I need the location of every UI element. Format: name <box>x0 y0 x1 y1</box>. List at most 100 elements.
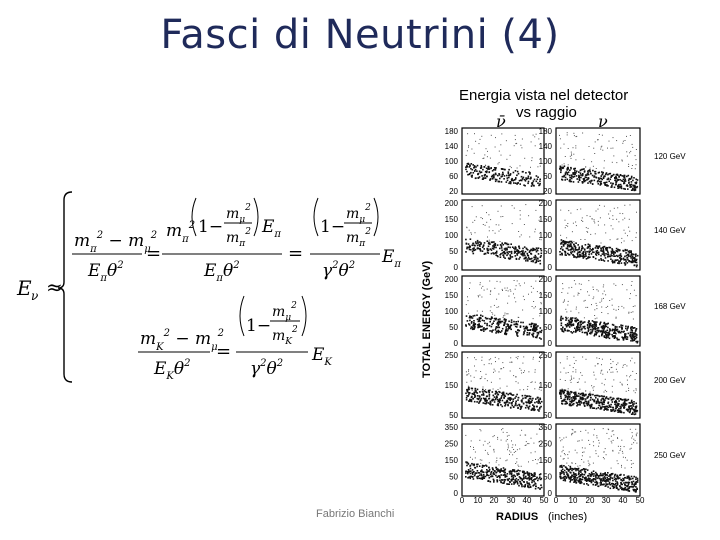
scatter-dot <box>536 405 538 408</box>
scatter-dot <box>589 332 591 335</box>
y-tick-label: 0 <box>454 263 459 272</box>
scatter-dot <box>598 134 600 135</box>
scatter-dot <box>501 470 503 472</box>
scatter-dot <box>514 480 517 482</box>
scatter-dot <box>495 391 498 394</box>
scatter-dot <box>599 401 602 404</box>
scatter-dot <box>619 410 622 412</box>
scatter-dot <box>493 396 496 398</box>
scatter-dot <box>486 399 488 402</box>
scatter-dot <box>532 184 535 187</box>
scatter-dot <box>562 479 565 482</box>
scatter-dot <box>635 389 637 391</box>
scatter-dot <box>508 402 510 404</box>
scatter-dot <box>481 390 483 392</box>
scatter-dot <box>626 379 628 381</box>
scatter-dot <box>509 398 512 400</box>
scatter-dot <box>470 400 473 403</box>
scatter-dot <box>471 473 474 475</box>
scatter-dot <box>578 256 581 258</box>
scatter-dot <box>629 405 632 407</box>
scatter-dot <box>579 388 581 390</box>
scatter-dot <box>483 289 485 291</box>
scatter-dot <box>633 410 636 413</box>
scatter-dot <box>469 475 471 478</box>
scatter-dot <box>537 176 539 178</box>
scatter-dot <box>508 320 510 323</box>
scatter-dot <box>526 482 529 485</box>
scatter-dot <box>472 463 475 466</box>
scatter-dot <box>508 176 510 179</box>
scatter-dot <box>571 248 573 251</box>
scatter-dot <box>564 173 567 176</box>
scatter-dot <box>520 179 523 182</box>
scatter-dot <box>538 441 540 443</box>
scatter-dot <box>580 474 582 477</box>
scatter-dot <box>510 451 512 453</box>
scatter-dot <box>626 249 628 251</box>
scatter-dot <box>533 330 535 332</box>
scatter-dot <box>502 243 504 246</box>
scatter-dot <box>519 256 521 259</box>
scatter-dot <box>500 395 503 397</box>
scatter-dot <box>540 405 542 408</box>
scatter-dot <box>573 362 575 364</box>
scatter-dot <box>628 478 631 481</box>
scatter-dot <box>499 177 501 180</box>
scatter-dot <box>576 329 579 331</box>
scatter-dot <box>482 394 485 396</box>
scatter-dot <box>600 175 602 177</box>
scatter-dot <box>616 255 619 258</box>
scatter-dot <box>527 401 530 403</box>
scatter-dot <box>582 325 584 328</box>
scatter-dot <box>592 462 594 464</box>
scatter-dot <box>601 358 603 360</box>
scatter-dot <box>527 329 530 331</box>
scatter-dot <box>572 330 575 333</box>
pion-branch: mπ2 − mμ2 Eπθ2 = mπ2 1− mμ2 mπ2 Eπ Eπθ2 … <box>72 197 401 284</box>
scatter-dot <box>623 489 626 491</box>
scatter-dot <box>587 256 590 258</box>
scatter-dot <box>563 243 566 245</box>
scatter-dot <box>590 404 592 406</box>
scatter-dot <box>488 395 491 397</box>
scatter-dot <box>465 315 468 317</box>
scatter-dot <box>619 398 622 400</box>
scatter-dot <box>476 395 479 397</box>
scatter-dot <box>633 327 636 329</box>
scatter-dot <box>561 389 564 391</box>
scatter-dot <box>521 478 524 480</box>
scatter-dot <box>603 483 605 485</box>
scatter-dot <box>519 236 521 238</box>
scatter-dot <box>575 480 577 482</box>
scatter-dot <box>595 210 597 212</box>
scatter-dot <box>538 184 540 187</box>
scatter-dot <box>596 247 599 249</box>
scatter-dot <box>515 247 517 249</box>
scatter-dot <box>488 241 490 244</box>
scatter-dot <box>504 249 507 251</box>
scatter-dot <box>482 388 484 391</box>
scatter-dot <box>567 457 569 459</box>
scatter-dot <box>601 334 603 337</box>
scatter-dot <box>617 179 619 181</box>
scatter-dot <box>604 224 606 226</box>
scatter-dot <box>492 322 494 324</box>
scatter-dot <box>571 462 573 464</box>
y-tick-label: 200 <box>445 275 459 284</box>
scatter-dot <box>498 173 500 175</box>
scatter-dot <box>478 401 481 403</box>
scatter-dot <box>596 483 599 485</box>
scatter-dot <box>570 310 572 312</box>
scatter-dot <box>611 366 613 368</box>
scatter-dot <box>597 183 600 185</box>
scatter-dot <box>589 332 592 335</box>
scatter-dot <box>489 480 492 483</box>
scatter-dot <box>583 477 586 479</box>
scatter-dot <box>586 327 589 329</box>
scatter-dot <box>632 411 634 414</box>
scatter-dot <box>621 237 623 239</box>
figure-header-line1: Energia vista nel detector <box>459 87 628 104</box>
scatter-dot <box>615 368 617 370</box>
y-tick-label: 20 <box>449 187 458 196</box>
